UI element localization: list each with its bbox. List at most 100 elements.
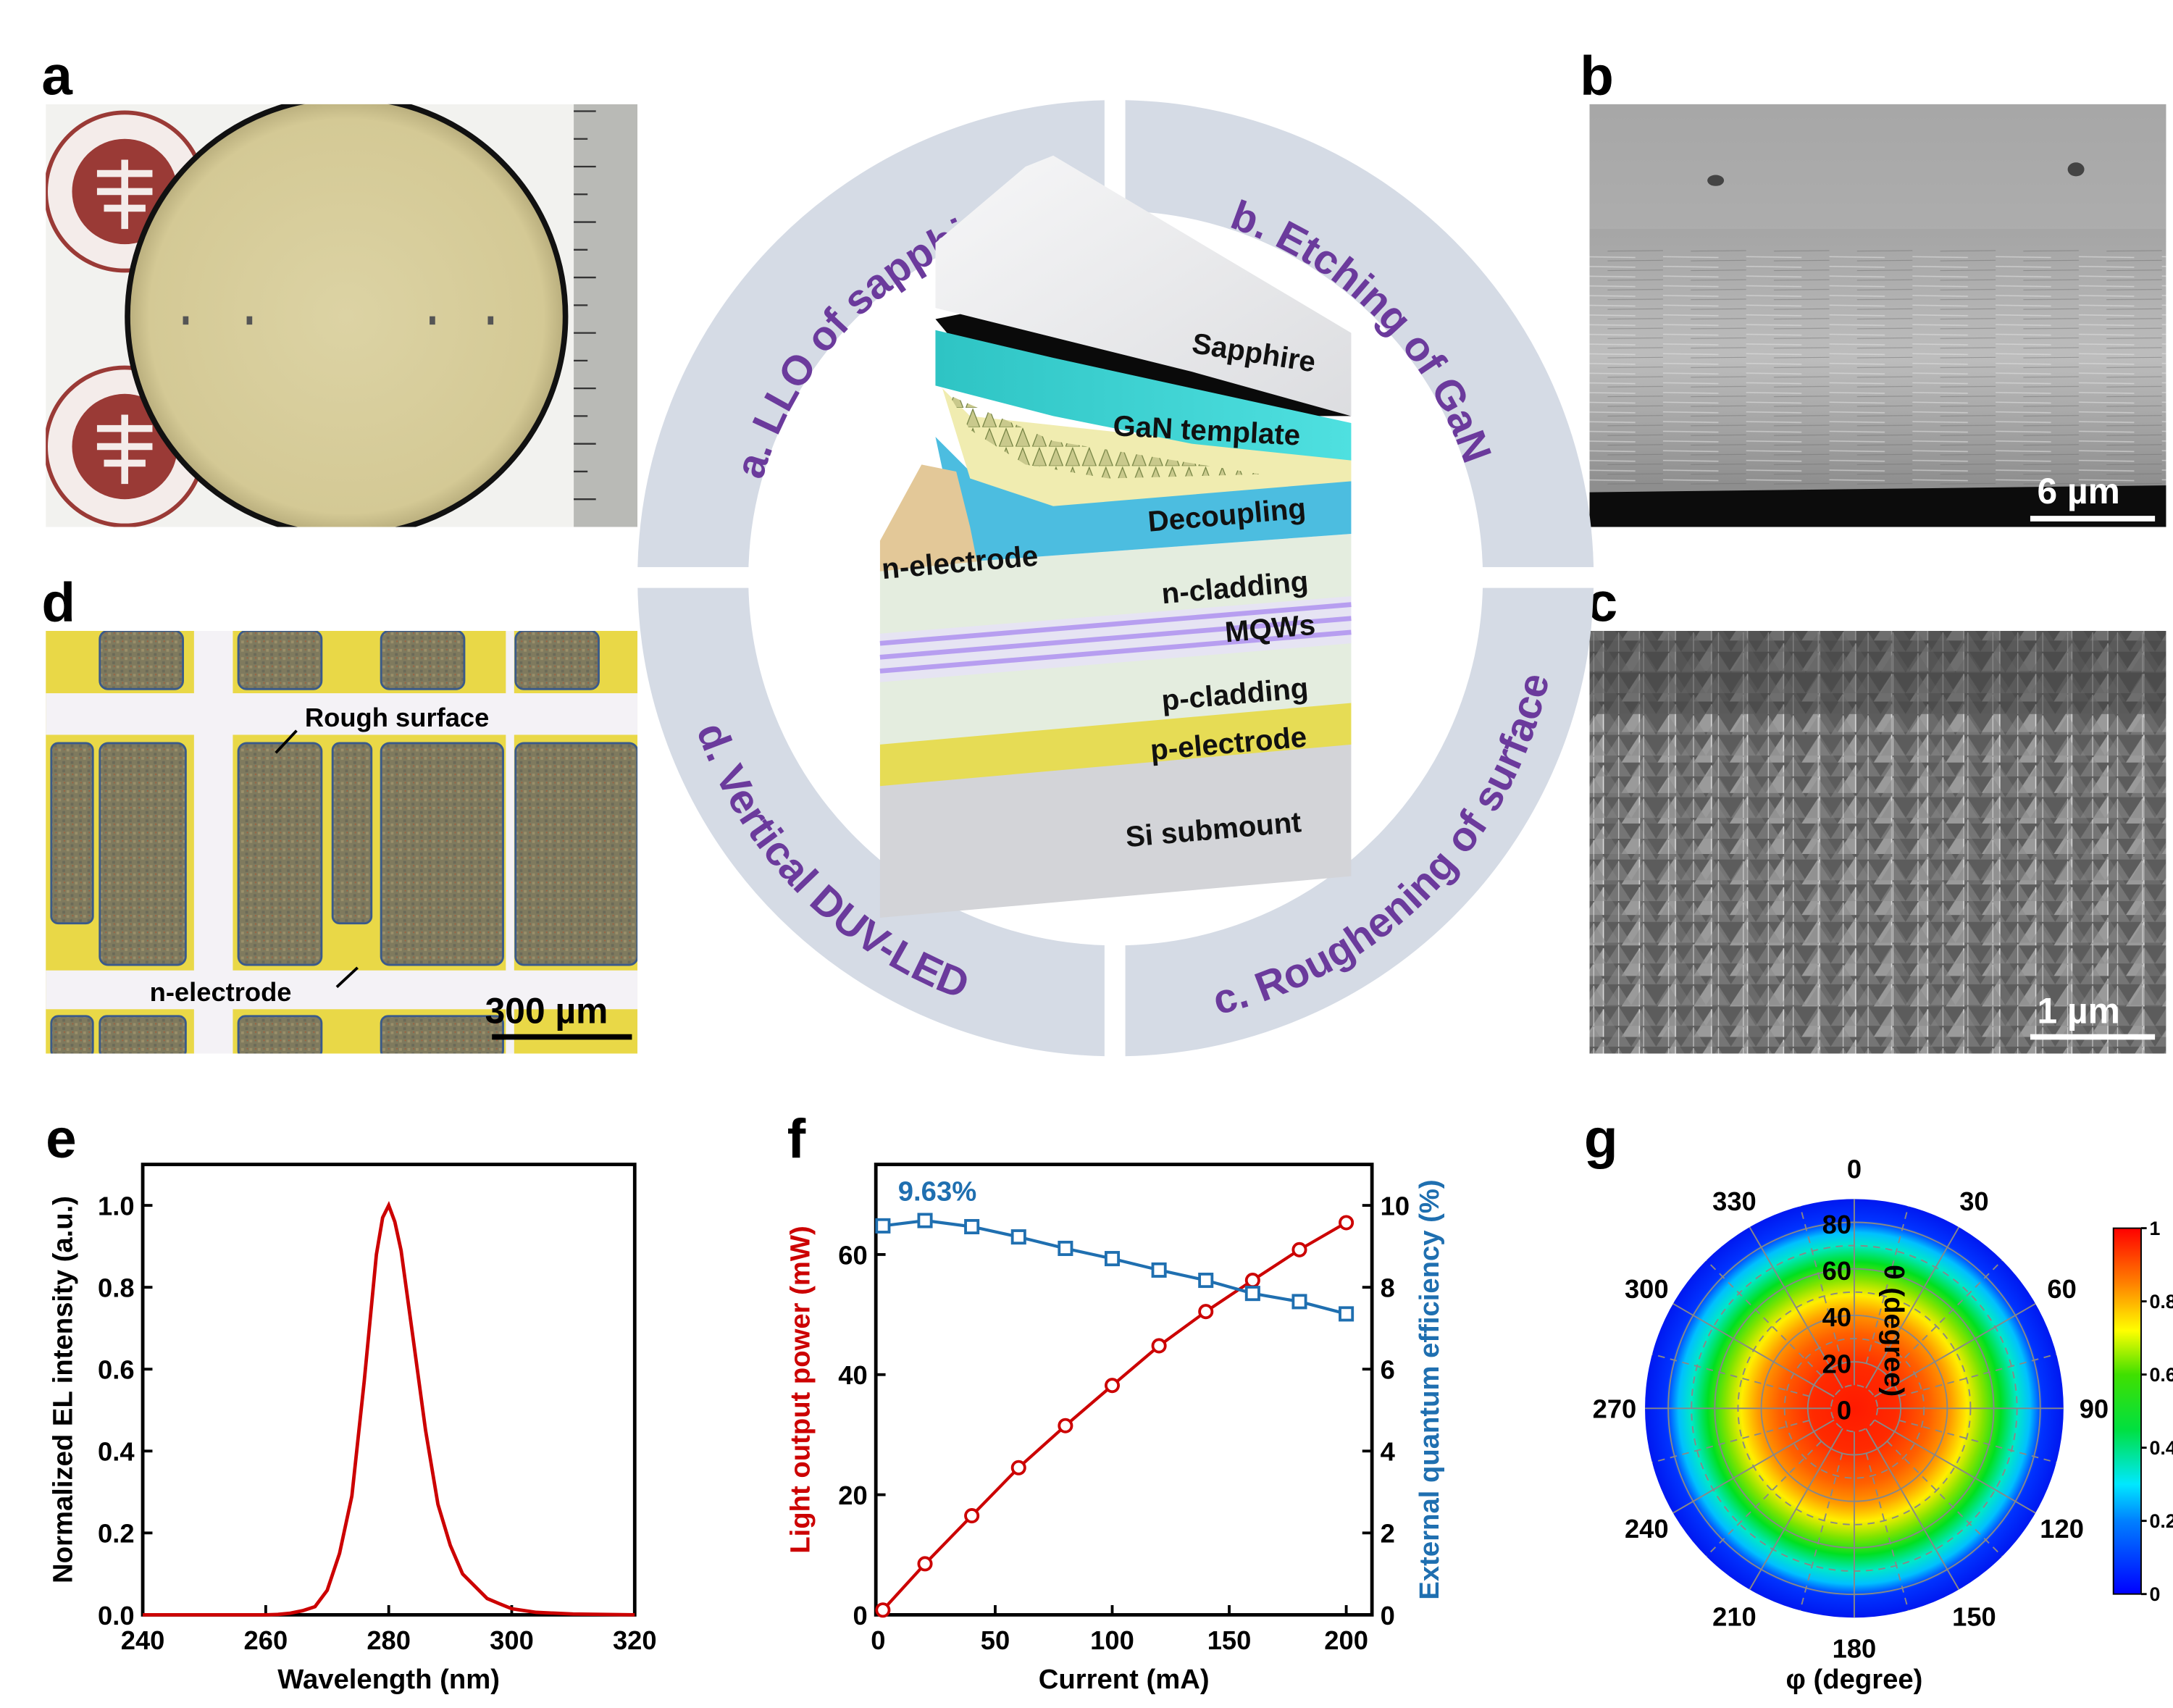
n-electrode-arrow <box>335 966 359 989</box>
phi-grid-spoke <box>1749 1226 1843 1389</box>
eqe-point <box>1244 1286 1260 1302</box>
phi-tick-label: 30 <box>1959 1186 1988 1216</box>
theta-tick-label: 0 <box>1837 1396 1851 1426</box>
phi-grid-spoke <box>1651 1419 1810 1464</box>
label-mqws: MQWs <box>1223 608 1316 649</box>
y2-tick-label: 2 <box>1381 1519 1395 1549</box>
phi-tick-label: 240 <box>1625 1514 1669 1544</box>
y-tick-label: 60 <box>838 1240 867 1270</box>
led-layer-diagram: Sapphire GaN template Decoupling n-elect… <box>879 155 1352 918</box>
phi-grid-spoke <box>1886 1441 2003 1557</box>
colorbar-tick-label: 0.8 <box>2149 1291 2173 1313</box>
eqe-line <box>882 1218 1347 1315</box>
phi-grid-spoke <box>1886 1260 2003 1376</box>
power-point <box>1198 1304 1214 1320</box>
wafer-photo <box>46 104 638 527</box>
phi-axis-label: φ (degree) <box>1785 1664 1922 1695</box>
layer-p-electrode <box>879 700 1352 787</box>
eqe-point <box>1151 1262 1167 1278</box>
wafer <box>125 104 569 527</box>
phi-grid-spoke <box>1705 1260 1822 1376</box>
chart-e-el-spectrum: 240 260 280 300 320 0.0 0.2 0.4 0.6 0.8 1.0 Wavelen… <box>47 1163 657 1695</box>
power-point <box>1104 1378 1121 1394</box>
panel-label-a: a <box>41 46 73 107</box>
theta-tick-label: 20 <box>1822 1349 1851 1378</box>
x-tick-label: 240 <box>121 1625 165 1655</box>
phi-tick-label: 0 <box>1847 1155 1862 1184</box>
layer-n-electrode <box>879 464 977 572</box>
phi-tick-label: 300 <box>1625 1274 1669 1304</box>
colorbar <box>2112 1227 2142 1595</box>
y-axis-label: Normalized EL intensity (a.u.) <box>47 1196 78 1583</box>
power-point <box>964 1508 980 1524</box>
y-tick-label: 1.0 <box>98 1191 135 1221</box>
phi-tick-label: 180 <box>1833 1634 1877 1664</box>
x-tick-label: 280 <box>367 1625 411 1655</box>
x-tick-label: 260 <box>244 1625 288 1655</box>
eqe-point <box>875 1218 891 1234</box>
y2-axis-label: External quantum efficiency (%) <box>1414 1179 1445 1599</box>
phi-tick-label: 60 <box>2047 1274 2076 1304</box>
y-tick-label: 0 <box>853 1601 867 1630</box>
y-tick-label: 40 <box>838 1360 867 1390</box>
phi-tick-label: 120 <box>2040 1514 2084 1544</box>
rough-surface-arrow <box>275 729 298 754</box>
phi-grid-spoke <box>1865 1205 1909 1364</box>
eqe-point <box>1339 1306 1355 1322</box>
x-axis-label: Wavelength (nm) <box>277 1664 500 1695</box>
x-tick-label: 100 <box>1090 1625 1134 1655</box>
layer-rough-top <box>942 388 1352 506</box>
layer-sapphire <box>935 155 1352 416</box>
phi-tick-label: 210 <box>1712 1602 1757 1631</box>
power-point <box>1058 1418 1073 1433</box>
power-point <box>1244 1273 1260 1289</box>
colorbar-tick-label: 1 <box>2149 1218 2160 1239</box>
power-point <box>875 1602 891 1618</box>
el-spectrum-line <box>143 1200 635 1617</box>
x-tick-label: 320 <box>613 1625 657 1655</box>
y-tick-label: 0.6 <box>98 1355 135 1385</box>
y2-tick-label: 4 <box>1381 1437 1396 1467</box>
plot-frame <box>874 1163 1374 1617</box>
phi-grid-spoke <box>1799 1205 1843 1364</box>
phi-grid-spoke <box>1874 1303 2036 1398</box>
eqe-point <box>964 1218 980 1235</box>
panel-label-e: e <box>46 1108 77 1170</box>
phi-grid-spoke <box>1651 1353 1810 1397</box>
eqe-point <box>1291 1294 1307 1310</box>
microscope-image-led-array: Rough surface n-electrode 300 µm <box>46 630 638 1054</box>
x-tick-label: 150 <box>1207 1625 1252 1655</box>
scale-label-b: 6 µm <box>2037 471 2119 511</box>
x-tick-label: 300 <box>490 1625 534 1655</box>
phi-grid-spoke <box>1865 1428 1960 1590</box>
layer-gan-template <box>935 330 1352 461</box>
layer-p-cladding <box>879 640 1352 745</box>
phi-grid-spoke <box>1705 1441 1822 1557</box>
sem-image-etched-gan: 6 µm <box>1589 104 2166 527</box>
phi-grid-spoke <box>1672 1303 1835 1398</box>
colorbar-tick-label: 0.2 <box>2149 1510 2173 1532</box>
roughened-spikes <box>949 395 1262 479</box>
phi-tick-label: 150 <box>1952 1602 1996 1631</box>
phi-grid-spoke <box>1865 1226 1960 1389</box>
y-tick-label: 0.2 <box>98 1519 135 1549</box>
sem-image-rough-surface: 1 µm <box>1589 630 2166 1054</box>
y2-tick-label: 8 <box>1381 1273 1395 1303</box>
panel-label-g: g <box>1584 1108 1618 1170</box>
y-tick-label: 20 <box>838 1481 867 1510</box>
power-point <box>917 1556 933 1572</box>
theta-tick-label: 40 <box>1822 1302 1851 1332</box>
y2-tick-label: 10 <box>1381 1191 1410 1221</box>
theta-grid-circle <box>1830 1384 1879 1433</box>
panel-label-d: d <box>41 572 75 634</box>
eqe-point <box>1198 1273 1214 1289</box>
phi-grid-spoke <box>1799 1453 1843 1611</box>
colorbar-tick-label: 0.6 <box>2149 1364 2173 1386</box>
theta-axis-label: θ (degree) <box>1878 1265 1909 1397</box>
plot-frame <box>141 1163 637 1617</box>
peak-eqe-annotation: 9.63% <box>898 1176 976 1207</box>
phi-tick-label: 270 <box>1593 1394 1637 1424</box>
eqe-point <box>1010 1229 1026 1245</box>
x-tick-label: 200 <box>1324 1625 1368 1655</box>
